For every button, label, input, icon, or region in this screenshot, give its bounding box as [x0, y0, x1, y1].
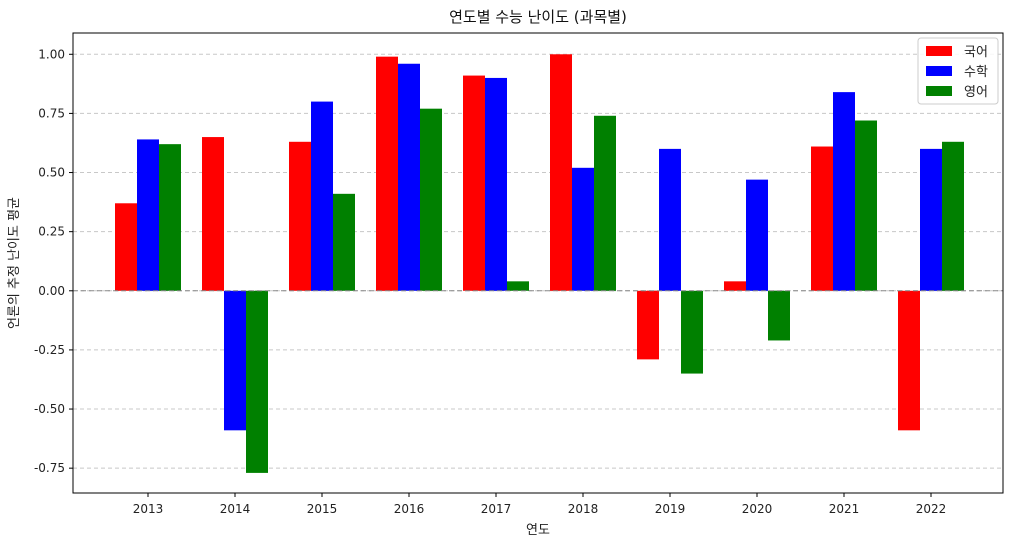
bar-영어-2017 [507, 281, 529, 291]
bar-수학-2020 [746, 179, 768, 291]
x-tick-label: 2022 [916, 502, 947, 516]
y-tick-label: -0.25 [34, 343, 65, 357]
legend-label: 국어 [964, 45, 988, 60]
y-tick-label: 0.50 [38, 166, 65, 180]
legend-swatch [926, 46, 952, 56]
bar-수학-2015 [311, 101, 333, 291]
plot-frame [72, 32, 1004, 494]
bar-수학-2022 [920, 148, 942, 291]
chart-title: 연도별 수능 난이도 (과목별) [449, 8, 627, 26]
bar-영어-2021 [855, 120, 877, 291]
bar-수학-2018 [572, 167, 594, 291]
x-axis: 2013 2014 2015 2016 2017 2018 2019 2020 2021 2022 [133, 493, 947, 516]
bar-국어-2015 [289, 141, 311, 291]
y-tick-label: 1.00 [38, 47, 65, 61]
y-tick-label: 0.00 [38, 284, 65, 298]
bar-국어-2021 [811, 146, 833, 291]
y-axis: -0.75 -0.50 -0.25 0.00 0.25 0.50 0.75 1.00 [34, 47, 73, 475]
x-tick-label: 2020 [742, 502, 773, 516]
bar-국어-2019 [637, 290, 659, 360]
bar-영어-2019 [681, 290, 703, 374]
legend-label: 수학 [964, 65, 988, 80]
bars [73, 54, 1003, 473]
y-tick-label: 0.25 [38, 225, 65, 239]
y-tick-label: 0.75 [38, 106, 65, 120]
bar-영어-2014 [246, 290, 268, 473]
x-tick-label: 2015 [307, 502, 338, 516]
y-axis-label: 언론의 추정 난이도 평균 [7, 197, 22, 329]
x-tick-label: 2018 [568, 502, 599, 516]
x-tick-label: 2016 [394, 502, 425, 516]
bar-국어-2020 [724, 281, 746, 291]
y-tick-label: -0.75 [34, 461, 65, 475]
bar-수학-2013 [137, 139, 159, 291]
legend-swatch [926, 86, 952, 96]
x-tick-label: 2014 [220, 502, 251, 516]
bar-영어-2015 [333, 193, 355, 291]
x-axis-label: 연도 [526, 523, 550, 538]
x-tick-label: 2019 [655, 502, 686, 516]
bar-영어-2020 [768, 290, 790, 341]
bar-국어-2022 [898, 290, 920, 431]
bar-수학-2019 [659, 148, 681, 291]
bar-영어-2016 [420, 108, 442, 291]
bar-국어-2018 [550, 54, 572, 291]
bar-영어-2013 [159, 144, 181, 291]
x-tick-label: 2013 [133, 502, 164, 516]
x-tick-label: 2017 [481, 502, 512, 516]
bar-수학-2016 [398, 63, 420, 291]
bar-수학-2017 [485, 77, 507, 291]
bar-국어-2013 [115, 203, 137, 291]
bar-영어-2018 [594, 115, 616, 291]
bar-수학-2021 [833, 92, 855, 291]
bar-국어-2016 [376, 56, 398, 291]
legend-swatch [926, 66, 952, 76]
x-tick-label: 2021 [829, 502, 860, 516]
bar-수학-2014 [224, 290, 246, 431]
bar-국어-2017 [463, 75, 485, 291]
bar-영어-2022 [942, 141, 964, 291]
bar-국어-2014 [202, 137, 224, 291]
legend-label: 영어 [964, 85, 988, 100]
y-tick-label: -0.50 [34, 402, 65, 416]
